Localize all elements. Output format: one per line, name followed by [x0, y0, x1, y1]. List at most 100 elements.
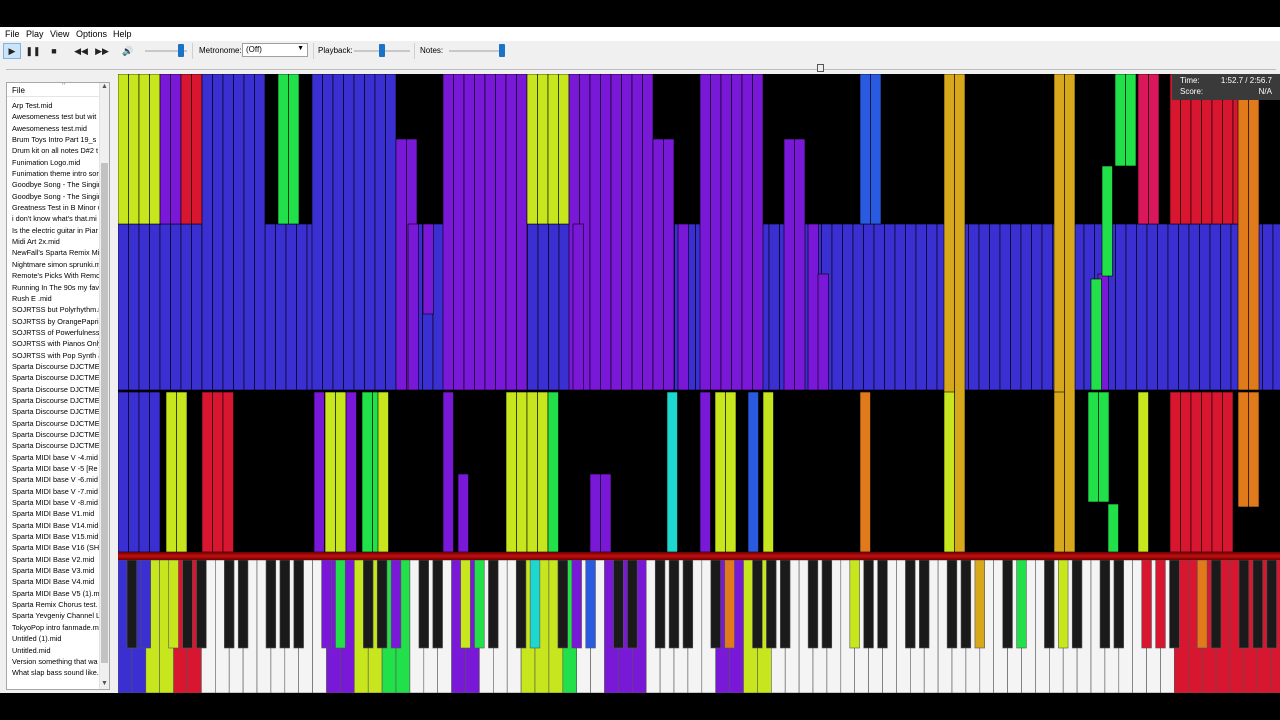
menu-view[interactable]: View [50, 29, 70, 39]
file-list-item[interactable]: Is the electric guitar in Piar [12, 225, 98, 235]
falling-note [1178, 223, 1190, 391]
notes-slider[interactable] [449, 50, 505, 52]
stop-button[interactable]: ■ [45, 43, 63, 59]
file-list-item[interactable]: SOJRTSS by OrangePaprik [12, 316, 99, 326]
metronome-value: (Off) [246, 45, 262, 54]
play-button[interactable]: ▶ [3, 43, 21, 59]
file-list-item[interactable]: What slap bass sound like. [12, 668, 99, 678]
file-list-item[interactable]: SOJRTSS with Pianos Only [12, 339, 99, 349]
scrollbar-thumb[interactable] [101, 163, 108, 663]
file-list-item[interactable]: SOJRTSS of Powerfulness. [12, 327, 99, 337]
menu-play[interactable]: Play [26, 29, 44, 39]
pause-button[interactable]: ❚❚ [24, 43, 42, 59]
file-list-item[interactable]: Sparta MIDI Base V3.mid [12, 566, 95, 576]
piano-black-key [960, 560, 972, 649]
falling-note [677, 223, 689, 391]
seek-bar-thumb[interactable] [817, 64, 824, 72]
rewind-button[interactable]: ◀◀ [72, 43, 90, 59]
file-list-item[interactable]: i don't know what's that.mi [12, 214, 97, 224]
notes-slider-thumb[interactable] [499, 44, 505, 57]
seek-bar-track[interactable] [6, 69, 1276, 70]
falling-note [1137, 391, 1149, 552]
file-list-item[interactable]: Untitled (1).mid [12, 634, 62, 644]
file-list-item[interactable]: Running In The 90s my fav [12, 282, 99, 292]
piano-black-key [974, 560, 985, 649]
scroll-up-icon[interactable]: ▲ [101, 83, 108, 90]
scroll-down-icon[interactable]: ▼ [101, 680, 108, 687]
file-list-item[interactable]: Awesomeness test but wit [12, 112, 97, 122]
falling-note [201, 74, 213, 391]
file-list-item[interactable]: Sparta MIDI Base V4.mid [12, 577, 95, 587]
file-list-item[interactable]: Sparta Discourse DJCTME I [12, 407, 99, 417]
file-list-item[interactable]: Goodbye Song - The Singir [12, 191, 99, 201]
falling-note [254, 74, 266, 391]
file-list-item[interactable]: Sparta MIDI base V -5 [Re [12, 464, 98, 473]
file-list-item[interactable]: Version something that wa [12, 656, 98, 666]
file-list-item[interactable]: Sparta MIDI base V -8.mid [12, 498, 98, 508]
falling-note [752, 74, 764, 391]
file-list-item[interactable]: Sparta MIDI Base V5 (1).m [12, 588, 99, 598]
file-list-item[interactable]: Awesomeness test.mid [12, 123, 87, 133]
file-list-item[interactable]: Nightmare simon sprunki.m [12, 259, 99, 269]
falling-notes [118, 74, 1280, 552]
menu-help[interactable]: Help [113, 29, 132, 39]
file-list-item[interactable]: Brum Toys Intro Part 19_s [12, 135, 97, 145]
falling-note [128, 391, 140, 552]
falling-note [1136, 223, 1148, 391]
file-column-header[interactable]: File ^ [7, 83, 103, 97]
file-list-item[interactable]: SOJRTSS but Polyrhythm.r [12, 305, 99, 315]
file-list-item[interactable]: Sparta MIDI base V -6.mid [12, 475, 98, 485]
file-list-item[interactable]: Sparta Remix Chorus test. [12, 600, 98, 610]
volume-button[interactable]: 🔊 [119, 43, 137, 59]
file-list-item[interactable]: Sparta MIDI Base V16 (SH [12, 543, 99, 553]
file-list-item[interactable]: Sparta MIDI Base V15.mid [12, 532, 99, 542]
file-list-item[interactable]: Sparta Discourse DJCTME I [12, 361, 99, 371]
file-list-item[interactable]: Sparta MIDI base V -7.mid [12, 486, 98, 496]
playback-label: Playback: [318, 46, 353, 55]
file-list-item[interactable]: Midi Art 2x.mid [12, 237, 60, 247]
metronome-select[interactable]: (Off) ▼ [242, 43, 308, 57]
file-list-item[interactable]: Sparta Discourse DJCTME I [12, 429, 99, 439]
file-list-item[interactable]: Sparta Discourse DJCTME I [12, 373, 99, 383]
file-list-item[interactable]: Sparta MIDI Base V2.mid [12, 554, 95, 564]
file-list-item[interactable]: Funimation Logo.mid [12, 157, 81, 167]
falling-note [243, 74, 255, 391]
file-list-item[interactable]: Arp Test.mid [12, 101, 53, 110]
falling-note [610, 74, 622, 391]
falling-note [516, 391, 528, 552]
file-list-item[interactable]: Remote's Picks With Remot [12, 271, 99, 281]
falling-note [138, 74, 150, 225]
file-list-item[interactable]: Sparta Discourse DJCTME I [12, 418, 99, 428]
file-list-item[interactable]: Untitled.mid [12, 645, 51, 655]
falling-note [710, 74, 722, 391]
menu-options[interactable]: Options [76, 29, 108, 39]
file-list-item[interactable]: SOJRTSS with Pop Synth a [12, 350, 99, 360]
file-list-item[interactable]: Funimation theme intro sor [12, 169, 99, 179]
file-list-item[interactable]: Greatness Test in B Minor u [12, 203, 99, 213]
falling-note [1190, 391, 1202, 552]
piano-black-key [1266, 560, 1277, 649]
file-list-item[interactable]: Sparta Discourse DJCTME I [12, 384, 99, 394]
falling-note [322, 74, 334, 391]
falling-note [191, 74, 203, 225]
file-list-item[interactable]: Sparta Yevgeniy Channel L [12, 611, 99, 621]
file-list-item[interactable]: Sparta Discourse DJCTME I [12, 441, 99, 451]
file-list-item[interactable]: Sparta MIDI Base V14.mid [12, 520, 99, 530]
file-list-item[interactable]: Sparta MIDI base V -4.mid [12, 452, 98, 462]
volume-slider-thumb[interactable] [178, 44, 184, 57]
file-list-item[interactable]: NewFall's Sparta Remix Mir [12, 248, 99, 258]
file-list-item[interactable]: TokyoPop intro fanmade.m [12, 622, 99, 632]
fast-forward-button[interactable]: ▶▶ [93, 43, 111, 59]
file-list-item[interactable]: Sparta MIDI Base V1.mid [12, 509, 95, 519]
piano-black-key [474, 560, 485, 649]
playback-speed-thumb[interactable] [379, 44, 385, 57]
file-list-item[interactable]: Rush E .mid [12, 293, 52, 303]
volume-slider[interactable] [145, 50, 187, 52]
menu-file[interactable]: File [5, 29, 20, 39]
toolbar-separator [414, 43, 415, 59]
falling-note [547, 74, 559, 225]
file-list-scrollbar[interactable]: ▲ ▼ [99, 83, 109, 689]
file-list-item[interactable]: Drum kit on all notes D#2 t [12, 146, 98, 156]
file-list-item[interactable]: Goodbye Song - The Singir [12, 180, 99, 190]
file-list-item[interactable]: Sparta Discourse DJCTME I [12, 395, 99, 405]
